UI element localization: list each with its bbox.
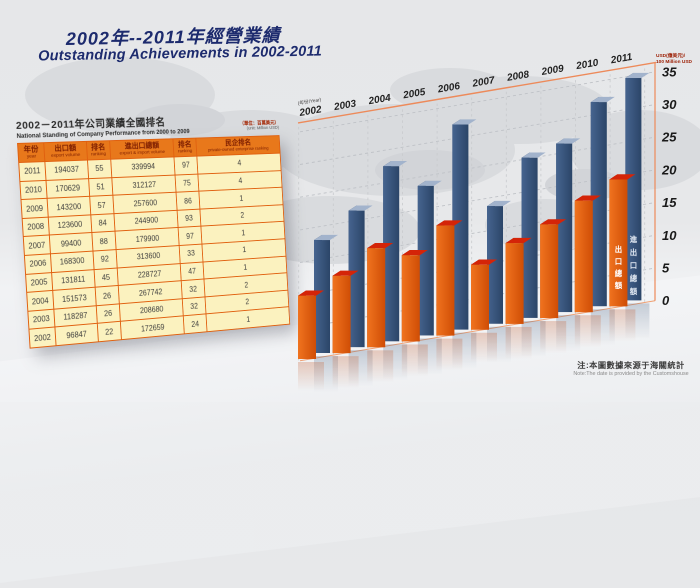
y-tick-0: 0: [662, 293, 670, 308]
bar-export-reflection-2006: [436, 338, 463, 371]
bar-total-cap-2004: [383, 161, 408, 167]
year-label-2007: 2007: [471, 75, 496, 90]
y-axis-caption-line2: 100 Million USD: [656, 59, 693, 65]
bar-total-2004: [383, 166, 400, 342]
bar-export-2009: [540, 224, 559, 319]
bar-export-2004: [367, 248, 386, 348]
bar-export-cap-2008: [505, 237, 532, 244]
bar-total-2008: [521, 157, 538, 318]
year-label-2008: 2008: [505, 69, 530, 84]
bar-total-cap-2007: [487, 200, 511, 207]
bar-total-cap-2011: [625, 72, 650, 79]
bar-total-cap-2008: [521, 152, 546, 158]
year-label-2011: 2011: [609, 52, 633, 67]
bar-total-2002: [314, 240, 330, 353]
year-label-2010: 2010: [574, 57, 599, 72]
bar-total-2006: [452, 124, 469, 330]
bar-total-2005: [417, 185, 434, 336]
bar-total-2003: [348, 210, 365, 348]
bar-export-reflection-2005: [401, 344, 428, 377]
y-axis-caption-line1: USD(億美元)/: [656, 52, 686, 59]
y-tick-25: 25: [661, 130, 677, 145]
bar-total-cap-2005: [417, 180, 442, 186]
bar-export-2010: [574, 200, 593, 313]
bar-total-2007: [487, 206, 503, 324]
bar-export-reflection-2002: [298, 362, 324, 391]
year-label-2006: 2006: [436, 81, 461, 96]
bar-export-cap-2004: [367, 242, 394, 249]
bar-export-cap-2003: [332, 270, 359, 276]
bar-export-cap-2011: [609, 174, 636, 180]
x-axis-caption: (年份/Year): [297, 96, 322, 107]
bar-export-cap-2007: [471, 259, 497, 265]
year-label-2005: 2005: [401, 87, 426, 102]
bar-export-2008: [505, 243, 524, 324]
year-label-2009: 2009: [540, 63, 565, 78]
bar-export-cap-2006: [436, 220, 463, 226]
year-label-2004: 2004: [367, 93, 392, 108]
bar-export-2002: [298, 295, 316, 359]
y-tick-35: 35: [662, 64, 677, 79]
bar-export-reflection-2008: [505, 326, 532, 359]
bar-total-cap-2010: [590, 96, 615, 103]
legend-export-label: 出口總額: [614, 245, 623, 290]
bar-total-cap-2003: [348, 205, 373, 211]
bar-export-2011: [609, 179, 628, 307]
bar-export-cap-2002: [298, 290, 324, 296]
bar-export-2005: [401, 255, 420, 342]
bar-export-cap-2010: [574, 195, 601, 201]
bar-export-2003: [332, 275, 351, 354]
footnote-zh: 注:本圖數據來源于海關統計: [577, 361, 685, 370]
bar-export-reflection-2009: [540, 321, 567, 354]
year-label-2002: 2002: [298, 104, 323, 119]
bar-total-cap-2009: [556, 138, 581, 144]
y-tick-10: 10: [662, 228, 677, 243]
bar-export-cap-2005: [401, 250, 428, 256]
gridline-y-35: [299, 71, 656, 133]
bar-export-2007: [471, 264, 489, 330]
bar-total-2010: [590, 102, 607, 307]
bar-export-reflection-2011: [609, 309, 636, 342]
bar-export-reflection-2010: [574, 315, 601, 348]
bar-total-cap-2002: [314, 234, 338, 241]
bar-total-2009: [556, 143, 573, 313]
footnote: 注:本圖數據來源于海關統計 Note:The date is provided …: [556, 361, 700, 378]
bar-total-cap-2006: [452, 119, 477, 125]
legend-total-label: 進出口總額: [629, 235, 638, 296]
y-tick-5: 5: [662, 261, 670, 276]
y-tick-15: 15: [662, 195, 677, 210]
y-tick-20: 20: [661, 162, 677, 177]
bar-total-2011: [625, 78, 642, 301]
bar-export-reflection-2004: [367, 350, 394, 383]
x-axis-top-line: [297, 61, 657, 124]
bar-export-reflection-2003: [332, 356, 359, 389]
bar-export-cap-2009: [540, 219, 567, 225]
bar-export-2006: [436, 225, 455, 336]
bar-export-reflection-2007: [471, 332, 497, 363]
year-label-2003: 2003: [332, 98, 357, 113]
footnote-en: Note:The date is provided by the Customs…: [573, 371, 689, 378]
y-tick-30: 30: [662, 97, 677, 112]
